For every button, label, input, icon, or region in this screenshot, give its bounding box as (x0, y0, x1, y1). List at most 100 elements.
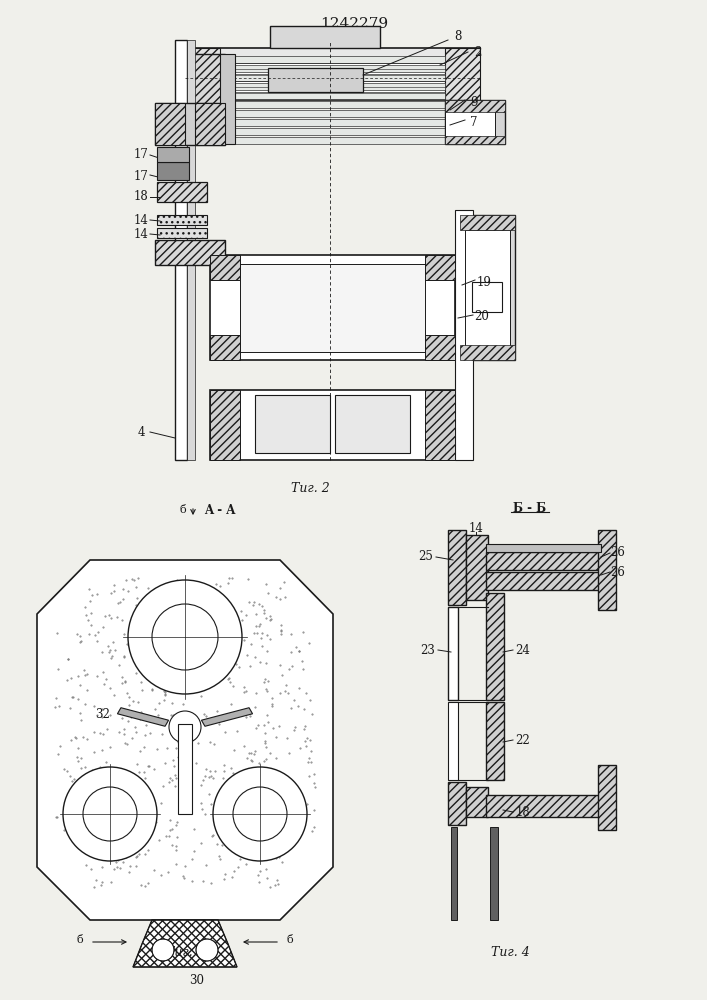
Bar (455, 210, 473, 460)
Text: 7: 7 (470, 115, 478, 128)
Bar (155, 103, 185, 145)
Bar (445, 107, 495, 137)
Bar (225, 92, 445, 99)
Text: A - A: A - A (204, 504, 235, 516)
Bar (445, 136, 505, 144)
Bar (460, 345, 515, 360)
Circle shape (233, 787, 287, 841)
Bar (210, 335, 240, 360)
Bar (185, 54, 225, 144)
Bar (185, 48, 220, 100)
Text: 17: 17 (134, 148, 148, 161)
Bar (157, 228, 207, 238)
Text: 20: 20 (474, 310, 489, 324)
Bar (195, 103, 225, 145)
Bar (425, 255, 455, 280)
Text: 14: 14 (134, 228, 148, 240)
Text: 2: 2 (474, 45, 481, 58)
Bar (486, 572, 601, 590)
Circle shape (63, 767, 157, 861)
Bar (486, 702, 504, 780)
Bar (225, 83, 445, 90)
Circle shape (83, 787, 137, 841)
Text: 24: 24 (515, 644, 530, 656)
Text: 30: 30 (189, 974, 204, 986)
Bar (185, 48, 480, 100)
Bar (448, 530, 466, 605)
Text: 19: 19 (477, 275, 491, 288)
Bar (466, 535, 488, 600)
Polygon shape (37, 560, 333, 920)
Bar (466, 787, 488, 817)
Bar (157, 147, 189, 162)
Text: 14: 14 (469, 522, 484, 534)
Bar (240, 264, 425, 352)
Bar (448, 782, 466, 825)
Bar (178, 724, 192, 814)
Text: 25: 25 (419, 550, 433, 564)
Circle shape (152, 939, 174, 961)
Bar (490, 827, 498, 920)
Bar (465, 230, 510, 350)
Bar (175, 40, 187, 460)
Text: 9: 9 (470, 96, 478, 108)
Text: 14: 14 (134, 214, 148, 227)
Bar (157, 182, 207, 202)
Bar (225, 56, 445, 63)
Circle shape (196, 939, 218, 961)
Bar (225, 128, 445, 135)
Bar (210, 255, 455, 360)
Bar (425, 335, 455, 360)
Polygon shape (133, 920, 237, 967)
Bar (210, 255, 240, 280)
Text: 17: 17 (134, 170, 148, 184)
Bar (445, 100, 505, 112)
Bar (210, 390, 240, 460)
Bar (155, 103, 225, 145)
Circle shape (169, 711, 201, 743)
Bar (225, 110, 445, 117)
Circle shape (152, 604, 218, 670)
Text: б: б (76, 935, 83, 945)
Bar (445, 100, 505, 144)
Text: б: б (286, 935, 293, 945)
Text: Б - Б: Б - Б (513, 502, 547, 514)
Bar (335, 395, 410, 453)
Bar (486, 593, 504, 700)
Text: Τиг. 2: Τиг. 2 (291, 482, 329, 494)
Bar (220, 54, 235, 144)
Bar (425, 390, 455, 460)
Text: 4: 4 (137, 426, 145, 438)
Bar (255, 395, 330, 453)
Bar (486, 544, 601, 552)
Bar (210, 390, 455, 460)
Text: 18: 18 (515, 806, 530, 818)
Bar (486, 552, 601, 570)
Text: 18: 18 (134, 190, 148, 204)
Bar (225, 137, 445, 144)
Bar (225, 74, 445, 81)
Polygon shape (117, 708, 168, 726)
Bar (225, 101, 445, 108)
Bar (486, 795, 601, 817)
Text: 8: 8 (455, 30, 462, 43)
Bar (220, 58, 445, 93)
Bar (225, 65, 445, 72)
Bar (187, 40, 195, 460)
Bar (270, 26, 380, 48)
Text: б: б (180, 505, 187, 515)
Bar (598, 530, 616, 610)
Bar (268, 68, 363, 92)
Circle shape (128, 580, 242, 694)
Text: 23: 23 (421, 644, 436, 656)
Text: Τиг. 3: Τиг. 3 (165, 946, 204, 958)
Bar (448, 702, 458, 780)
Bar (157, 215, 207, 225)
Bar (445, 48, 480, 100)
Bar (598, 765, 616, 830)
Text: 26: 26 (611, 566, 626, 578)
Text: 1242279: 1242279 (320, 17, 388, 31)
Text: Τиг. 4: Τиг. 4 (491, 946, 530, 958)
Text: 22: 22 (515, 734, 530, 746)
Bar (157, 162, 189, 180)
